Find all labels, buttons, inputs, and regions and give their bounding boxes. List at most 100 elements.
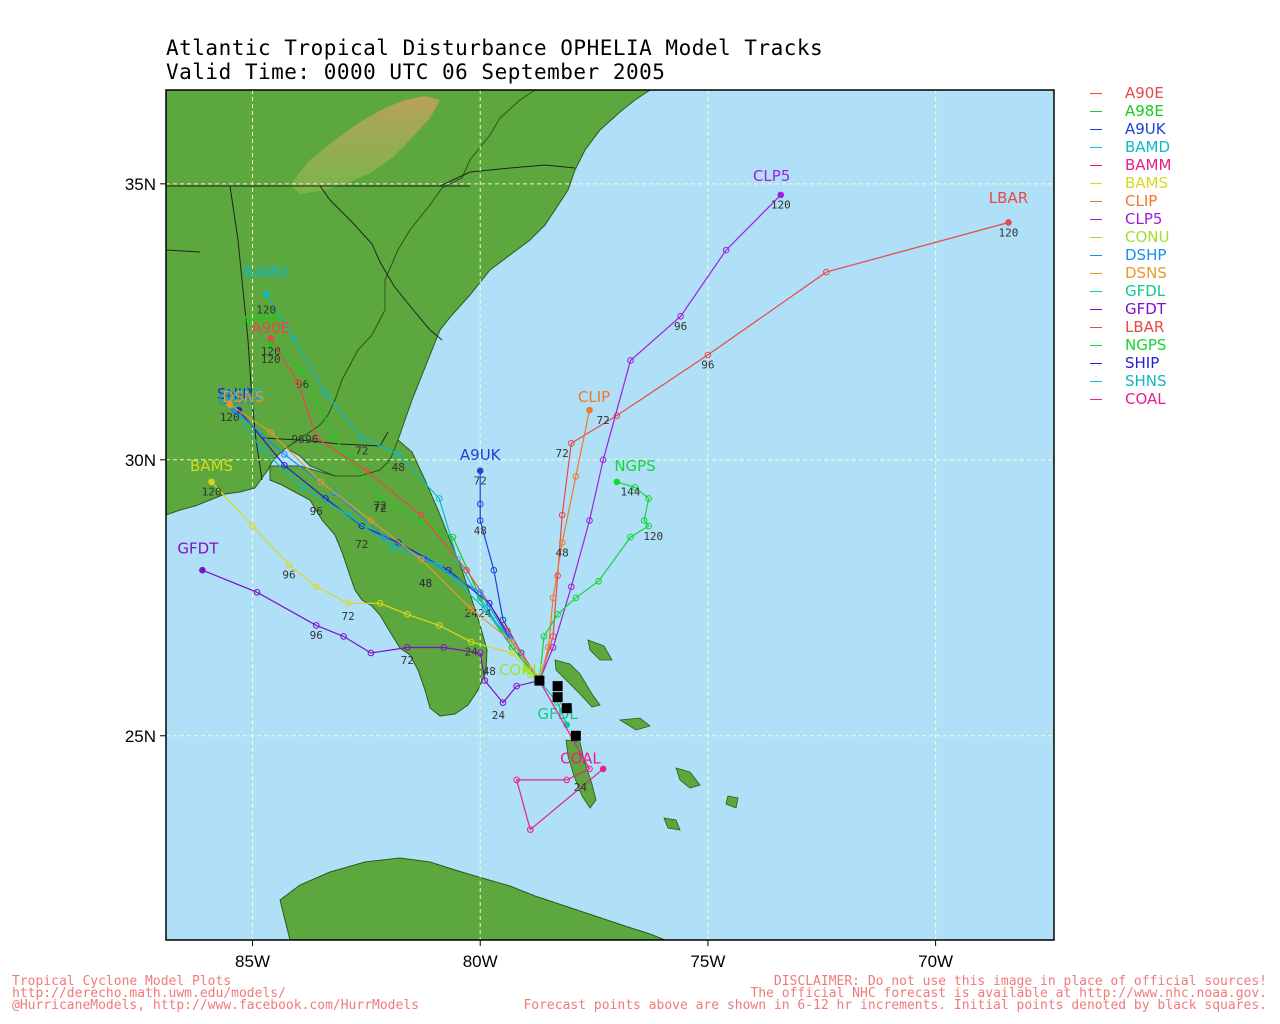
forecast-hour-label: 120: [261, 345, 281, 358]
legend-label: CLIP: [1125, 192, 1158, 210]
forecast-hour-label: 96: [310, 629, 323, 642]
legend-item-dsns: DSNS: [1088, 264, 1278, 282]
track-line: [270, 343, 540, 681]
track-name-label: A98E: [242, 311, 281, 329]
track-point: [226, 401, 234, 408]
track-name-label: CONU: [499, 661, 543, 679]
track-point: [331, 489, 338, 497]
legend-swatch: [1090, 363, 1102, 364]
track-lbar: 72 96 120 LBAR: [538, 189, 1028, 681]
track-point: [281, 462, 288, 469]
forecast-hour-label: 120: [220, 411, 240, 424]
track-point: [267, 335, 275, 342]
track-point: [208, 478, 215, 486]
legend-swatch: [1090, 165, 1102, 166]
track-name-label: COAL: [560, 749, 601, 767]
forecast-hour-label: 120: [999, 226, 1019, 239]
lat-tick-label: 35N: [125, 175, 156, 194]
forecast-hour-label: 96: [674, 320, 687, 333]
track-point: [253, 588, 261, 596]
track-name-label: GFDT: [177, 540, 219, 558]
track-clp5: 72 96 120 CLP5: [538, 167, 791, 681]
track-conu: CONU: [499, 661, 543, 682]
track-point: [262, 290, 270, 298]
track-line: [270, 338, 540, 681]
track-point: [572, 473, 580, 480]
track-point: [344, 511, 352, 519]
forecast-hour-label: 96: [310, 505, 323, 518]
forecast-hour-label: 72: [355, 538, 368, 551]
track-end-point: [477, 468, 483, 474]
track-line: [538, 221, 1009, 681]
track-line: [233, 409, 540, 681]
track-end-point: [614, 479, 620, 485]
track-point: [376, 495, 384, 502]
legend-swatch: [1090, 381, 1102, 382]
track-line: [229, 404, 540, 681]
track-point: [572, 594, 580, 602]
legend-swatch: [1090, 327, 1102, 328]
forecast-hour-label: 96: [305, 433, 318, 446]
track-point: [1005, 219, 1012, 226]
track-point: [704, 351, 712, 359]
legend-label: GFDL: [1125, 282, 1166, 300]
legend-swatch: [1090, 237, 1102, 238]
track-point: [299, 368, 306, 375]
lat-tick-label: 30N: [125, 451, 156, 470]
lon-tick-label: 70W: [918, 952, 953, 971]
track-point: [777, 191, 785, 199]
forecast-hour-label: 72: [597, 414, 610, 427]
track-point: [481, 677, 489, 684]
track-point: [394, 450, 402, 458]
track-point: [490, 566, 498, 574]
track-point: [563, 776, 571, 784]
footer-site-url[interactable]: http://derecho.math.uwm.edu/models/: [12, 986, 286, 1001]
track-point: [595, 577, 602, 585]
forecast-hour-label: 72: [355, 444, 368, 457]
forecast-hour-label: 48: [392, 461, 405, 474]
footer-social[interactable]: @HurricaneModels, http://www.facebook.co…: [12, 998, 419, 1013]
forecast-hour-label: 144: [621, 486, 641, 499]
legend-item-gfdt: GFDT: [1088, 300, 1278, 318]
forecast-hour-label: 48: [474, 524, 487, 537]
forecast-hour-label: 72: [373, 502, 386, 515]
track-line: [202, 569, 540, 704]
track-line: [538, 481, 650, 681]
track-point: [645, 495, 653, 502]
track-a90e: 96 120 A90E: [251, 319, 540, 681]
track-point: [476, 467, 484, 475]
land-highlands: [290, 96, 440, 194]
track-line: [515, 680, 604, 831]
track-point: [281, 450, 288, 458]
legend-item-shns: SHNS: [1088, 372, 1278, 390]
track-point: [513, 776, 520, 784]
track-point: [722, 246, 730, 254]
track-point: [558, 511, 566, 519]
valid-time: Valid Time: 0000 UTC 06 September 2005: [166, 60, 666, 84]
track-point: [422, 555, 429, 563]
legend-item-clip: CLIP: [1088, 192, 1278, 210]
legend-swatch: [1090, 273, 1102, 274]
land-cuba: [279, 857, 666, 940]
track-point: [258, 445, 265, 453]
initial-point-square: [534, 675, 545, 686]
track-line: [538, 680, 568, 725]
track-point: [435, 495, 443, 502]
track-point: [404, 644, 411, 651]
forecast-hour-label: 48: [556, 546, 569, 559]
track-shns: 24 48 72 96 120 SHNS: [220, 385, 540, 681]
plot-title: Atlantic Tropical Disturbance OPHELIA Mo…: [166, 36, 824, 60]
track-point: [367, 517, 375, 524]
forecast-hour-label: 24: [464, 607, 478, 620]
track-point: [599, 456, 607, 464]
legend-label: SHIP: [1125, 354, 1160, 372]
track-point: [567, 439, 575, 447]
forecast-hour-label: 96: [282, 568, 295, 581]
track-line: [538, 194, 782, 681]
track-point: [481, 605, 489, 613]
track-point: [467, 605, 475, 613]
forecast-hour-label: 120: [261, 353, 281, 366]
legend-label: GFDT: [1125, 300, 1166, 318]
track-point: [527, 826, 534, 833]
